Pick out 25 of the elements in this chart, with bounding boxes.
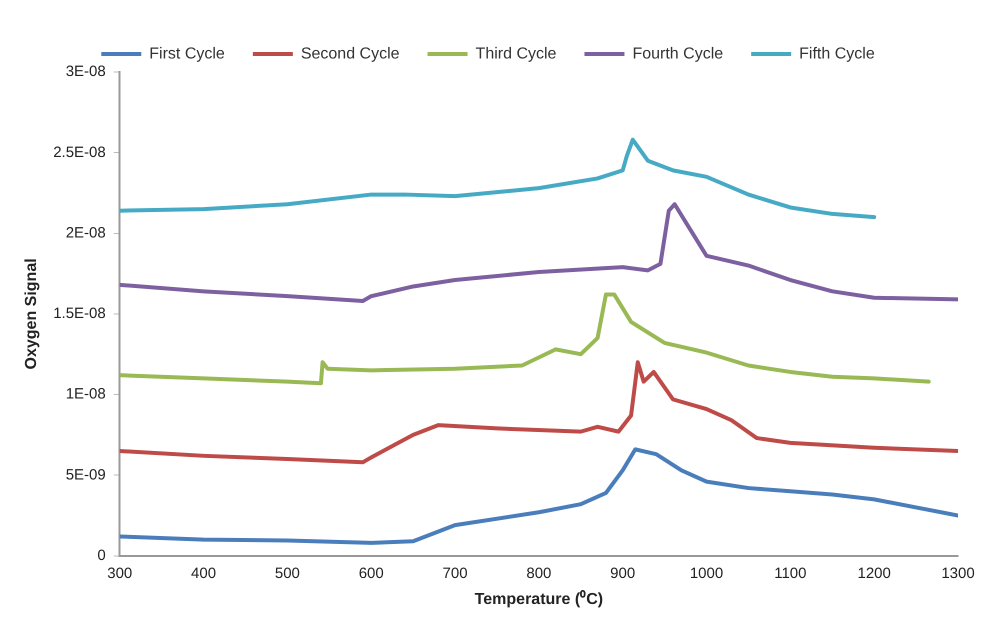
x-tick-label: 800 (526, 564, 552, 582)
y-tick-label: 1E-08 (66, 386, 106, 403)
y-tick-label: 5E-09 (66, 466, 106, 484)
legend-label: Third Cycle (476, 45, 557, 62)
legend-label: Fourth Cycle (632, 45, 724, 62)
x-axis-title: Temperature (⁰C) (474, 590, 604, 608)
x-tick-label: 300 (107, 564, 132, 582)
x-tick-label: 1300 (941, 564, 975, 582)
y-tick-label: 3E-08 (66, 63, 106, 80)
x-tick-label: 600 (358, 564, 384, 582)
y-axis-title: Oxygen Signal (23, 258, 40, 370)
y-tick-label: 2.5E-08 (53, 144, 106, 161)
x-tick-label: 700 (442, 564, 468, 582)
x-tick-label: 400 (191, 564, 216, 582)
x-tick-label: 1200 (857, 564, 891, 582)
legend-label: Fifth Cycle (799, 45, 875, 62)
legend-label: First Cycle (149, 45, 225, 62)
x-tick-label: 500 (274, 564, 300, 582)
x-tick-label: 1000 (690, 564, 724, 582)
y-tick-label: 1.5E-08 (53, 305, 106, 322)
legend-label: Second Cycle (300, 45, 400, 62)
y-tick-label: 0 (97, 546, 106, 564)
x-tick-label: 900 (610, 564, 636, 582)
x-tick-label: 1100 (774, 564, 806, 582)
y-tick-label: 2E-08 (66, 224, 106, 242)
